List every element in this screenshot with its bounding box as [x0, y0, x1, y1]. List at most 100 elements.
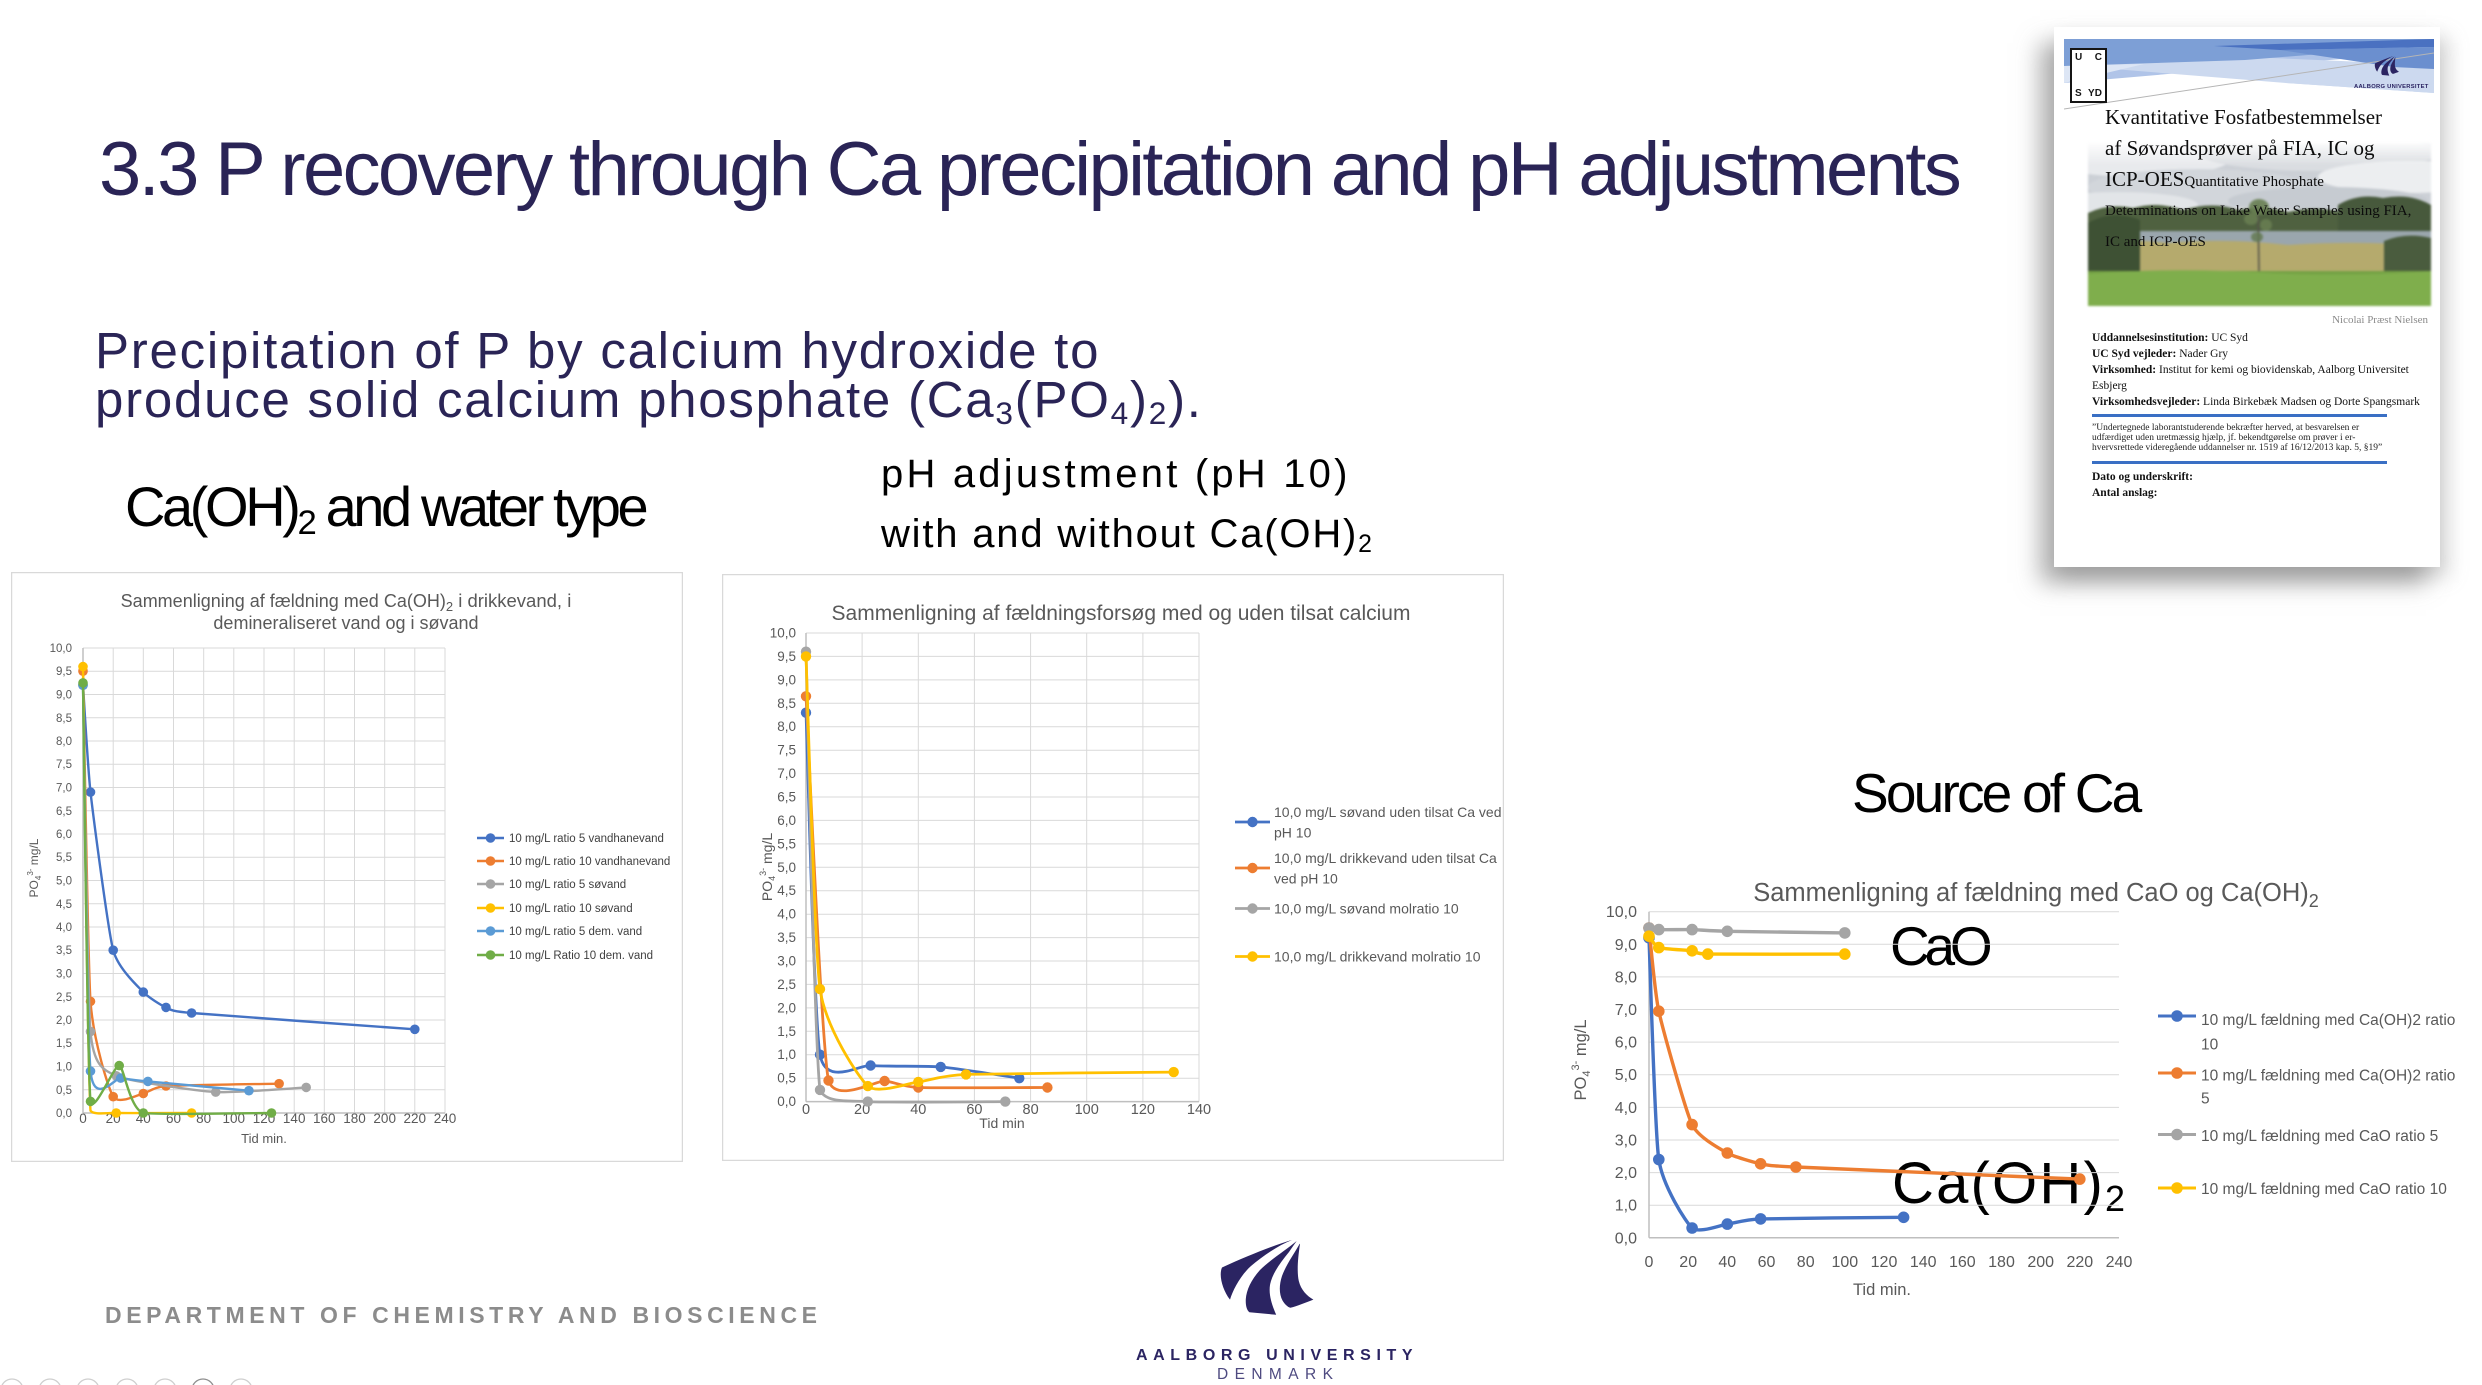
- svg-text:40: 40: [1718, 1254, 1736, 1271]
- svg-text:pH 10: pH 10: [1274, 825, 1312, 841]
- svg-text:200: 200: [2027, 1254, 2054, 1271]
- svg-text:10 mg/L ratio 10 søvand: 10 mg/L ratio 10 søvand: [509, 903, 633, 915]
- svg-text:Tid min.: Tid min.: [241, 1131, 287, 1146]
- svg-text:100: 100: [1831, 1254, 1858, 1271]
- svg-text:10 mg/L ratio 10 vandhanevand: 10 mg/L ratio 10 vandhanevand: [509, 856, 670, 868]
- svg-text:9,0: 9,0: [1615, 937, 1637, 954]
- svg-text:ved pH 10: ved pH 10: [1274, 871, 1338, 887]
- svg-text:7,5: 7,5: [56, 759, 72, 771]
- svg-text:10,0 mg/L søvand uden tilsat C: 10,0 mg/L søvand uden tilsat Ca ved: [1274, 804, 1502, 820]
- svg-text:1,0: 1,0: [1615, 1198, 1637, 1215]
- svg-text:0: 0: [1645, 1254, 1654, 1271]
- svg-text:4,0: 4,0: [777, 907, 796, 922]
- svg-text:120: 120: [1131, 1102, 1155, 1118]
- svg-text:6,5: 6,5: [777, 790, 796, 805]
- svg-text:1,5: 1,5: [777, 1024, 796, 1039]
- svg-text:7,0: 7,0: [56, 783, 72, 795]
- svg-text:5,5: 5,5: [56, 852, 72, 864]
- svg-text:80: 80: [1023, 1102, 1039, 1118]
- svg-text:3,0: 3,0: [1615, 1133, 1637, 1150]
- svg-text:4,5: 4,5: [56, 899, 72, 911]
- svg-text:10 mg/L fældning med Ca(OH)2 r: 10 mg/L fældning med Ca(OH)2 ratio: [2201, 1068, 2455, 1085]
- svg-text:200: 200: [373, 1111, 396, 1126]
- svg-text:10 mg/L ratio 5 søvand: 10 mg/L ratio 5 søvand: [509, 879, 626, 891]
- svg-text:3,5: 3,5: [56, 945, 72, 957]
- svg-text:180: 180: [343, 1111, 366, 1126]
- svg-text:2,0: 2,0: [1615, 1165, 1637, 1182]
- svg-text:4,0: 4,0: [1615, 1100, 1637, 1117]
- svg-text:2,5: 2,5: [777, 977, 796, 992]
- svg-text:10,0: 10,0: [1606, 904, 1637, 921]
- svg-text:9,0: 9,0: [56, 690, 72, 702]
- svg-text:60: 60: [966, 1102, 982, 1118]
- svg-text:7,0: 7,0: [1615, 1002, 1637, 1019]
- svg-text:4,5: 4,5: [777, 883, 796, 898]
- svg-text:9,5: 9,5: [777, 649, 796, 664]
- svg-text:10,0 mg/L søvand molratio 10: 10,0 mg/L søvand molratio 10: [1274, 901, 1459, 917]
- svg-text:3,0: 3,0: [56, 969, 72, 981]
- svg-text:0,0: 0,0: [56, 1108, 72, 1120]
- svg-text:3,0: 3,0: [777, 954, 796, 969]
- svg-text:0: 0: [79, 1111, 87, 1126]
- svg-text:8,0: 8,0: [777, 719, 796, 734]
- svg-text:5,5: 5,5: [777, 836, 796, 851]
- svg-text:10,0 mg/L drikkevand uden tils: 10,0 mg/L drikkevand uden tilsat Ca: [1274, 850, 1497, 866]
- svg-text:240: 240: [434, 1111, 457, 1126]
- svg-text:7,0: 7,0: [777, 766, 796, 781]
- svg-text:5,0: 5,0: [1615, 1067, 1637, 1084]
- svg-text:10 mg/L fældning med CaO ratio: 10 mg/L fældning med CaO ratio 5: [2201, 1128, 2438, 1145]
- svg-text:PO43- mg/L: PO43- mg/L: [1570, 1019, 1593, 1100]
- svg-text:4,0: 4,0: [56, 922, 72, 934]
- svg-text:10 mg/L ratio 5 dem. vand: 10 mg/L ratio 5 dem. vand: [509, 926, 642, 938]
- svg-text:10 mg/L fældning med CaO ratio: 10 mg/L fældning med CaO ratio 10: [2201, 1181, 2447, 1198]
- svg-text:20: 20: [1679, 1254, 1697, 1271]
- svg-text:0,5: 0,5: [56, 1085, 72, 1097]
- svg-text:5,0: 5,0: [777, 860, 796, 875]
- svg-text:0: 0: [802, 1102, 810, 1118]
- svg-text:160: 160: [1949, 1254, 1976, 1271]
- svg-text:7,5: 7,5: [777, 743, 796, 758]
- svg-text:80: 80: [1797, 1254, 1815, 1271]
- svg-text:140: 140: [1187, 1102, 1211, 1118]
- svg-text:40: 40: [910, 1102, 926, 1118]
- svg-text:1,0: 1,0: [56, 1062, 72, 1074]
- svg-text:0,0: 0,0: [777, 1094, 796, 1109]
- svg-text:2,5: 2,5: [56, 992, 72, 1004]
- svg-text:240: 240: [2106, 1254, 2133, 1271]
- svg-text:6,0: 6,0: [56, 829, 72, 841]
- svg-text:5,0: 5,0: [56, 876, 72, 888]
- svg-text:PO43- mg/L: PO43- mg/L: [26, 838, 43, 897]
- svg-text:10,0: 10,0: [50, 643, 72, 655]
- svg-text:PO43- mg/L: PO43- mg/L: [758, 833, 777, 901]
- svg-text:220: 220: [2066, 1254, 2093, 1271]
- svg-text:10 mg/L Ratio 10 dem. vand: 10 mg/L Ratio 10 dem. vand: [509, 950, 653, 962]
- svg-text:100: 100: [1075, 1102, 1099, 1118]
- svg-text:8,0: 8,0: [1615, 969, 1637, 986]
- svg-text:1,0: 1,0: [777, 1047, 796, 1062]
- svg-text:9,0: 9,0: [777, 672, 796, 687]
- svg-text:2,0: 2,0: [56, 1015, 72, 1027]
- svg-text:8,5: 8,5: [56, 713, 72, 725]
- svg-text:140: 140: [1910, 1254, 1937, 1271]
- svg-text:120: 120: [1871, 1254, 1898, 1271]
- svg-text:10,0: 10,0: [770, 626, 796, 641]
- svg-text:6,0: 6,0: [777, 813, 796, 828]
- svg-text:160: 160: [313, 1111, 336, 1126]
- svg-text:9,5: 9,5: [56, 666, 72, 678]
- svg-text:Sammenligning af fældning med: Sammenligning af fældning med CaO og Ca(…: [1753, 879, 2319, 911]
- svg-text:6,5: 6,5: [56, 806, 72, 818]
- svg-text:220: 220: [404, 1111, 427, 1126]
- svg-text:6,0: 6,0: [1615, 1035, 1637, 1052]
- svg-text:10 mg/L ratio 5 vandhanevand: 10 mg/L ratio 5 vandhanevand: [509, 833, 664, 845]
- svg-text:Tid min.: Tid min.: [1853, 1281, 1911, 1299]
- svg-text:1,5: 1,5: [56, 1038, 72, 1050]
- svg-text:Sammenligning af fældning med: Sammenligning af fældning med Ca(OH)2 i …: [121, 590, 572, 614]
- svg-text:8,5: 8,5: [777, 696, 796, 711]
- svg-text:demineraliseret vand og i søva: demineraliseret vand og i søvand: [213, 613, 478, 633]
- svg-text:8,0: 8,0: [56, 736, 72, 748]
- svg-text:2,0: 2,0: [777, 1000, 796, 1015]
- svg-text:140: 140: [283, 1111, 306, 1126]
- svg-text:0,0: 0,0: [1615, 1230, 1637, 1247]
- svg-text:180: 180: [1988, 1254, 2015, 1271]
- svg-text:10 mg/L fældning med Ca(OH)2 r: 10 mg/L fældning med Ca(OH)2 ratio: [2201, 1012, 2455, 1029]
